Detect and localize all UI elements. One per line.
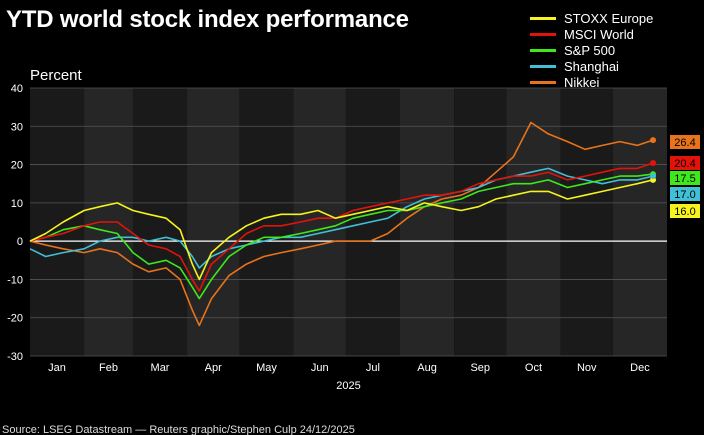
x-tick-label: Jul — [366, 362, 380, 374]
x-tick-label: Dec — [630, 362, 650, 374]
y-tick-label: 10 — [11, 198, 23, 210]
chart-legend: STOXX Europe MSCI World S&P 500 Shanghai Nik… — [530, 10, 653, 90]
legend-swatch — [530, 16, 556, 20]
legend-label: Shanghai — [564, 58, 619, 74]
end-label: 16.0 — [674, 206, 695, 218]
legend-swatch — [530, 64, 556, 68]
month-band — [30, 88, 85, 356]
month-band — [454, 88, 507, 356]
x-tick-label: Apr — [205, 362, 222, 374]
end-point — [650, 160, 657, 167]
series-line-msci-world — [29, 162, 654, 292]
series-line-shanghai — [29, 167, 654, 269]
y-tick-label: -20 — [7, 313, 23, 325]
month-band — [239, 88, 294, 356]
y-tick-label: 20 — [11, 160, 23, 172]
x-tick-label: Sep — [470, 362, 490, 374]
end-label: 17.0 — [674, 189, 695, 201]
end-label-box — [670, 171, 700, 185]
end-point — [650, 137, 657, 144]
month-band — [132, 88, 188, 356]
y-axis-label: Percent — [30, 67, 83, 84]
legend-swatch — [530, 32, 556, 36]
x-tick-label: Jun — [311, 362, 329, 374]
x-tick-label: Feb — [99, 362, 118, 374]
y-tick-label: -30 — [7, 351, 23, 363]
series-line-s-p-500 — [29, 173, 654, 300]
x-tick-label: Mar — [151, 362, 170, 374]
end-label-box — [670, 156, 700, 170]
x-tick-label: Oct — [525, 362, 542, 374]
source-note: Source: LSEG Datastream — Reuters graphi… — [2, 424, 355, 435]
end-label-box — [670, 204, 700, 218]
end-label: 26.4 — [674, 137, 695, 149]
month-band — [506, 88, 561, 356]
y-tick-label: -10 — [7, 274, 23, 286]
month-band — [560, 88, 613, 356]
series-line-nikkei — [29, 121, 654, 327]
x-tick-label: May — [256, 362, 277, 374]
chart-title: YTD world stock index performance — [6, 6, 409, 33]
end-label-box — [670, 135, 700, 149]
legend-item: STOXX Europe — [530, 10, 653, 26]
x-tick-label: Nov — [577, 362, 597, 374]
legend-swatch — [530, 48, 556, 52]
y-tick-label: 40 — [11, 83, 23, 95]
month-band — [612, 88, 667, 356]
y-tick-label: 0 — [17, 236, 23, 248]
legend-item: Shanghai — [530, 58, 653, 74]
legend-item: MSCI World — [530, 26, 653, 42]
end-label: 20.4 — [674, 158, 695, 170]
x-axis-label: 2025 — [336, 380, 360, 392]
end-label-box — [670, 187, 700, 201]
x-tick-label: Jan — [48, 362, 66, 374]
end-point — [650, 173, 657, 180]
y-tick-label: 30 — [11, 121, 23, 133]
month-band — [187, 88, 240, 356]
legend-item: S&P 500 — [530, 42, 653, 58]
legend-swatch — [530, 80, 556, 84]
legend-item: Nikkei — [530, 74, 653, 90]
end-label: 17.5 — [674, 173, 695, 185]
series-line-stoxx-europe — [29, 179, 654, 281]
month-band — [399, 88, 455, 356]
legend-label: S&P 500 — [564, 42, 616, 58]
legend-label: Nikkei — [564, 74, 600, 90]
legend-label: STOXX Europe — [564, 10, 654, 26]
x-tick-label: Aug — [417, 362, 437, 374]
legend-label: MSCI World — [564, 26, 634, 42]
